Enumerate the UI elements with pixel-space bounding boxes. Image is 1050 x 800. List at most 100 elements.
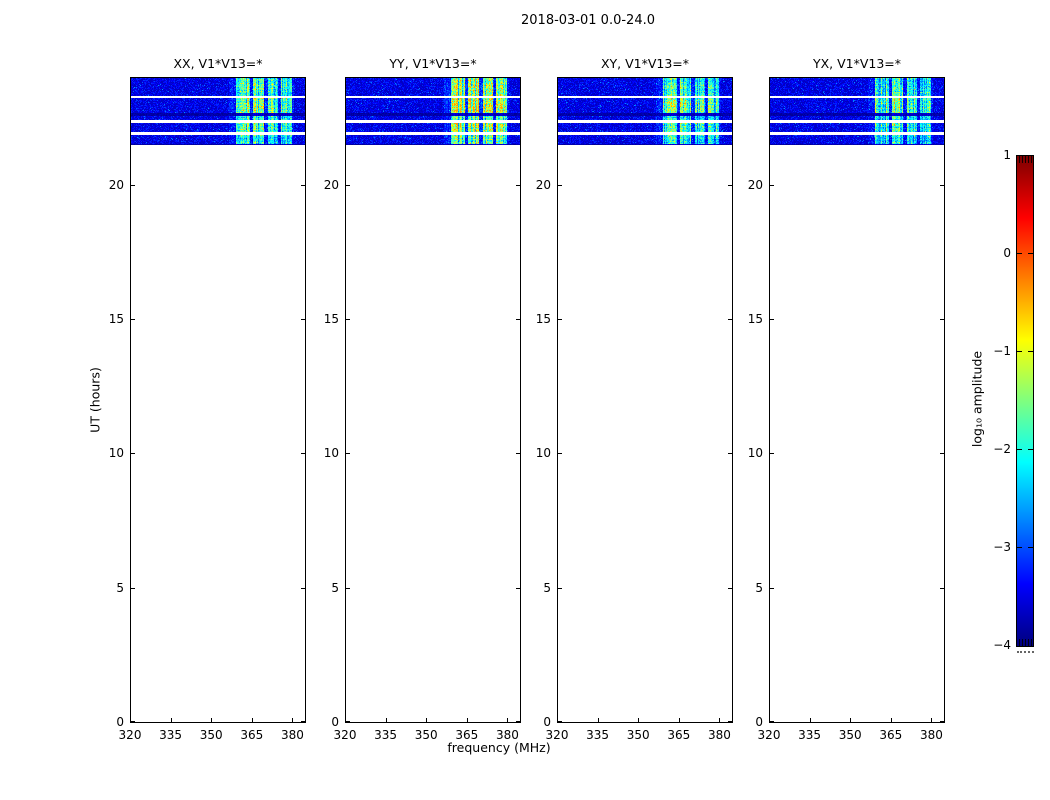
- y-tick-label: 10: [108, 446, 124, 461]
- colorbar-label: log₁₀ amplitude: [969, 350, 985, 448]
- y-tick-mark: [346, 721, 350, 722]
- y-tick-label: 20: [108, 177, 124, 192]
- y-tick-mark: [728, 587, 732, 589]
- x-tick-mark: [719, 718, 721, 722]
- colorbar-underflow-mark: [1017, 651, 1034, 653]
- y-tick-mark: [558, 184, 562, 186]
- y-tick-label: 5: [755, 580, 763, 595]
- spectrogram-canvas-yy: [346, 78, 520, 145]
- colorbar-tick-mark: [1017, 547, 1022, 548]
- y-tick-mark: [940, 318, 944, 320]
- x-tick-mark: [678, 718, 680, 722]
- colorbar-tick-mark: [1028, 253, 1033, 254]
- colorbar-gradient: [1017, 156, 1033, 646]
- y-tick-mark: [131, 184, 135, 186]
- x-tick-mark: [170, 718, 172, 722]
- y-tick-mark: [301, 318, 305, 320]
- x-tick-label: 380: [496, 728, 519, 742]
- y-tick-label: 5: [543, 580, 551, 595]
- colorbar-tick-label: −3: [993, 540, 1011, 554]
- x-tick-label: 350: [199, 728, 223, 742]
- y-tick-mark: [940, 721, 944, 722]
- x-tick-mark: [890, 718, 892, 722]
- spectrogram-canvas-yx: [770, 78, 944, 145]
- y-tick-mark: [131, 453, 135, 455]
- y-tick-mark: [516, 587, 520, 589]
- y-tick-label: 20: [747, 177, 763, 192]
- colorbar-tick-mark: [1028, 547, 1033, 548]
- y-tick-mark: [301, 184, 305, 186]
- x-tick-label: 380: [708, 728, 731, 742]
- colorbar-tick-label: 0: [1003, 246, 1011, 260]
- x-tick-mark: [385, 718, 387, 722]
- y-tick-mark: [770, 184, 774, 186]
- x-tick-mark: [931, 718, 933, 722]
- y-tick-label: 10: [323, 446, 339, 461]
- colorbar-tick-mark: [1028, 351, 1033, 352]
- x-tick-mark: [466, 718, 468, 722]
- x-tick-label: 320: [757, 728, 781, 742]
- x-tick-mark: [809, 718, 811, 722]
- colorbar-tick-label: −2: [993, 442, 1011, 456]
- colorbar-tick-label: 1: [1003, 148, 1011, 162]
- x-tick-label: 350: [838, 728, 862, 742]
- spectrogram-panel-yx: [769, 77, 945, 723]
- y-tick-label: 10: [747, 446, 763, 461]
- colorbar-tick-label: −4: [993, 638, 1011, 652]
- y-tick-mark: [346, 587, 350, 589]
- spectrogram-canvas-xx: [131, 78, 305, 145]
- y-tick-mark: [770, 587, 774, 589]
- y-tick-label: 15: [747, 311, 763, 326]
- y-tick-mark: [728, 453, 732, 455]
- y-tick-mark: [346, 453, 350, 455]
- x-tick-mark: [850, 718, 852, 722]
- spectrogram-canvas-xy: [558, 78, 732, 145]
- y-tick-mark: [516, 318, 520, 320]
- x-tick-mark: [426, 718, 428, 722]
- x-tick-label: 350: [626, 728, 650, 742]
- y-tick-label: 0: [331, 715, 339, 729]
- figure-title: 2018-03-01 0.0-24.0: [521, 13, 655, 28]
- spectrogram-panel-yy: [345, 77, 521, 723]
- y-tick-label: 20: [535, 177, 551, 192]
- y-tick-label: 5: [331, 580, 339, 595]
- y-tick-mark: [516, 184, 520, 186]
- x-tick-mark: [597, 718, 599, 722]
- y-tick-mark: [346, 184, 350, 186]
- x-tick-label: 365: [455, 728, 479, 742]
- x-tick-label: 320: [118, 728, 142, 742]
- panel-title-xx: XX, V1*V13=*: [173, 56, 263, 71]
- y-tick-mark: [558, 318, 562, 320]
- spectrogram-panel-xx: [130, 77, 306, 723]
- x-tick-mark: [507, 718, 509, 722]
- y-tick-mark: [558, 587, 562, 589]
- y-tick-mark: [131, 721, 135, 722]
- y-tick-mark: [770, 453, 774, 455]
- y-tick-mark: [770, 721, 774, 722]
- x-tick-mark: [251, 718, 253, 722]
- colorbar: [1016, 155, 1034, 647]
- colorbar-tick-mark: [1017, 449, 1022, 450]
- x-tick-mark: [638, 718, 640, 722]
- y-axis-label: UT (hours): [87, 367, 103, 433]
- y-tick-mark: [558, 453, 562, 455]
- panel-title-xy: XY, V1*V13=*: [600, 56, 690, 71]
- y-tick-mark: [770, 318, 774, 320]
- x-tick-label: 335: [798, 728, 822, 742]
- y-tick-label: 0: [116, 715, 124, 729]
- x-tick-label: 320: [545, 728, 569, 742]
- colorbar-tick-mark: [1028, 449, 1033, 450]
- panel-title-yx: YX, V1*V13=*: [812, 56, 902, 71]
- x-tick-label: 350: [414, 728, 438, 742]
- y-tick-mark: [940, 184, 944, 186]
- y-tick-mark: [131, 318, 135, 320]
- colorbar-tick-label: −1: [993, 344, 1011, 358]
- y-tick-mark: [301, 453, 305, 455]
- y-tick-mark: [558, 721, 562, 722]
- y-tick-mark: [516, 721, 520, 722]
- x-tick-label: 365: [240, 728, 264, 742]
- panel-title-yy: YY, V1*V13=*: [389, 56, 477, 71]
- x-tick-label: 380: [281, 728, 304, 742]
- y-tick-label: 5: [116, 580, 124, 595]
